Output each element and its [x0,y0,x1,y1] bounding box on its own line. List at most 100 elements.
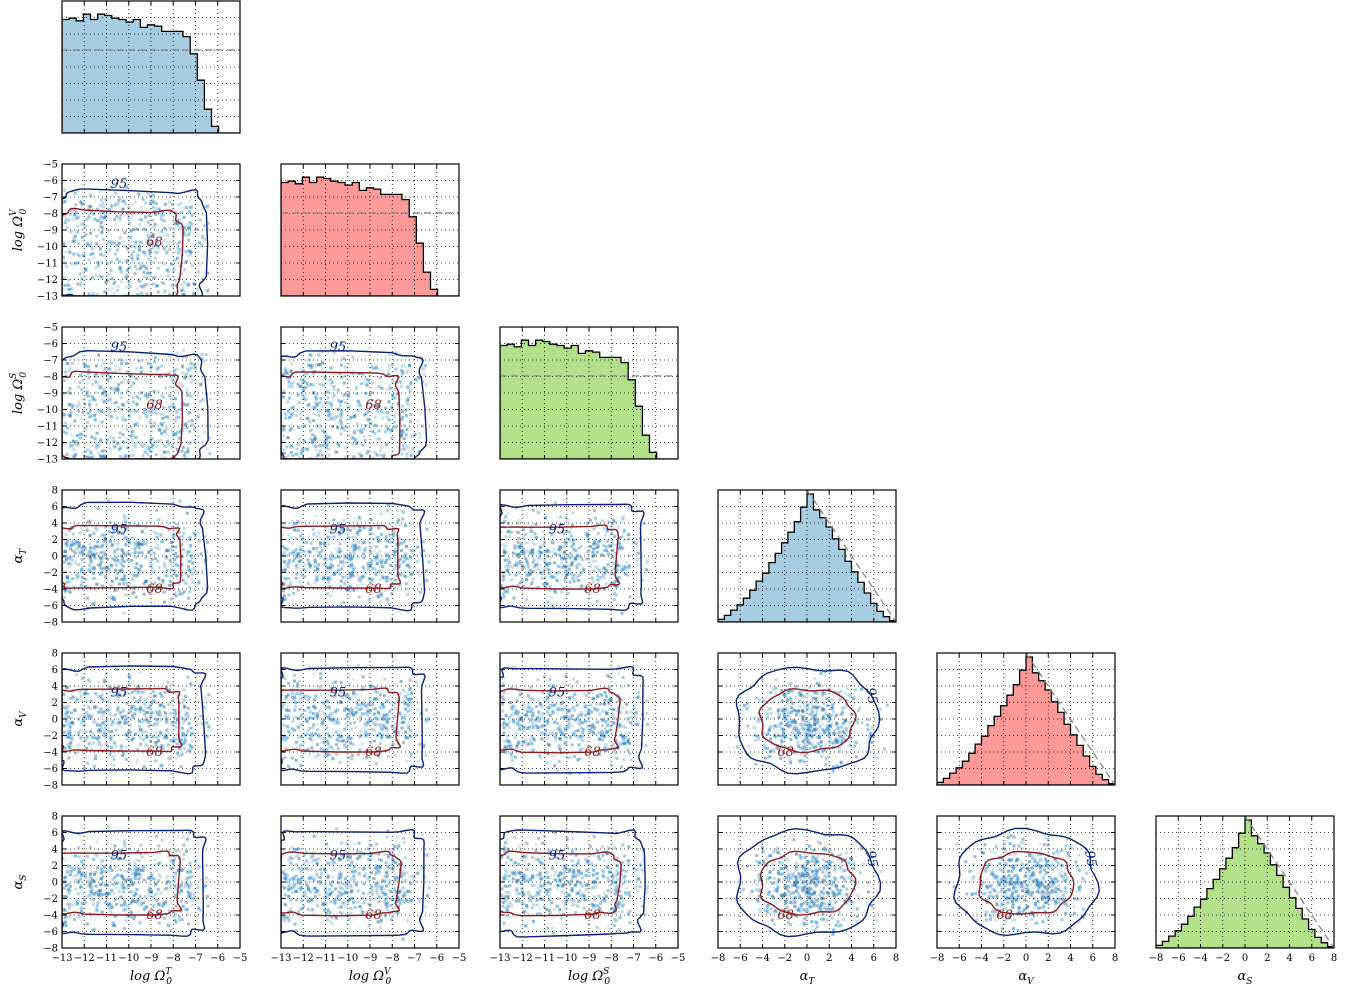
density-point [386,755,390,758]
density-point [118,216,122,220]
contour-label-95: 95 [111,177,128,192]
density-point [174,573,178,577]
density-point [103,390,107,394]
density-point [392,534,395,538]
density-point [162,561,166,565]
density-point [404,701,408,705]
density-point [366,418,370,422]
density-point [144,715,148,719]
density-point [140,529,144,533]
density-point [161,580,165,584]
density-point [518,552,522,556]
density-point [551,604,555,608]
density-point [607,520,611,524]
density-point [173,737,177,741]
density-point [132,711,136,715]
density-point [184,261,187,265]
density-point [382,706,386,710]
density-point [123,745,127,749]
density-point [187,596,191,600]
density-point [407,705,411,709]
density-point [140,530,144,534]
density-point [80,686,84,690]
density-point [151,588,155,592]
density-point [125,738,129,741]
density-point [566,592,570,595]
density-point [177,582,181,586]
density-point [562,545,566,549]
density-point [135,761,139,765]
density-point [199,552,203,556]
density-point [546,600,550,604]
density-point [352,549,356,553]
density-point [350,571,354,574]
density-point [119,446,123,449]
density-point [135,293,139,296]
density-point [329,554,333,558]
density-point [379,512,383,516]
density-point [393,549,397,553]
density-point [326,732,329,736]
density-point [130,559,134,562]
density-point [97,264,100,267]
density-point [312,391,316,394]
density-point [602,576,606,580]
density-point [142,718,146,722]
density-point [355,442,359,446]
density-point [126,584,130,588]
density-point [603,566,607,570]
density-point [184,277,188,281]
density-point [86,692,90,696]
density-point [321,367,325,371]
density-point [153,360,157,364]
density-point [335,450,339,454]
density-point [308,752,312,756]
density-point [96,545,100,549]
density-point [124,714,128,718]
density-point [601,544,605,548]
density-point [390,725,394,729]
density-point [195,571,199,575]
density-point [185,393,189,397]
density-point [343,581,347,585]
density-point [107,239,111,243]
density-point [504,551,508,555]
density-point [391,703,395,707]
density-point [613,580,616,583]
density-point [513,546,517,550]
density-point [398,583,402,587]
contour-95 [62,188,209,296]
density-point [375,366,378,370]
density-point [92,741,96,745]
density-point [182,289,186,293]
density-point [92,397,95,401]
density-point [298,580,302,584]
density-point [133,550,137,554]
density-point [67,288,71,291]
density-point [281,439,285,443]
density-point [359,404,363,408]
density-point [152,405,156,409]
density-point [290,520,294,524]
density-point [337,522,341,526]
density-point [600,552,603,556]
density-point [316,454,320,458]
density-point [175,574,179,578]
density-point [64,250,68,254]
density-point [339,681,343,685]
density-point [95,207,99,211]
density-point [66,391,70,395]
density-point [405,697,409,700]
density-point [369,532,373,536]
density-point [376,405,380,408]
density-point [143,713,146,717]
density-point [284,368,288,372]
density-point [390,707,394,711]
density-point [368,392,372,396]
density-point [144,228,148,232]
density-point [169,580,173,584]
density-point [106,709,110,713]
density-point [180,753,184,757]
density-point [102,205,106,209]
density-point [305,541,309,545]
